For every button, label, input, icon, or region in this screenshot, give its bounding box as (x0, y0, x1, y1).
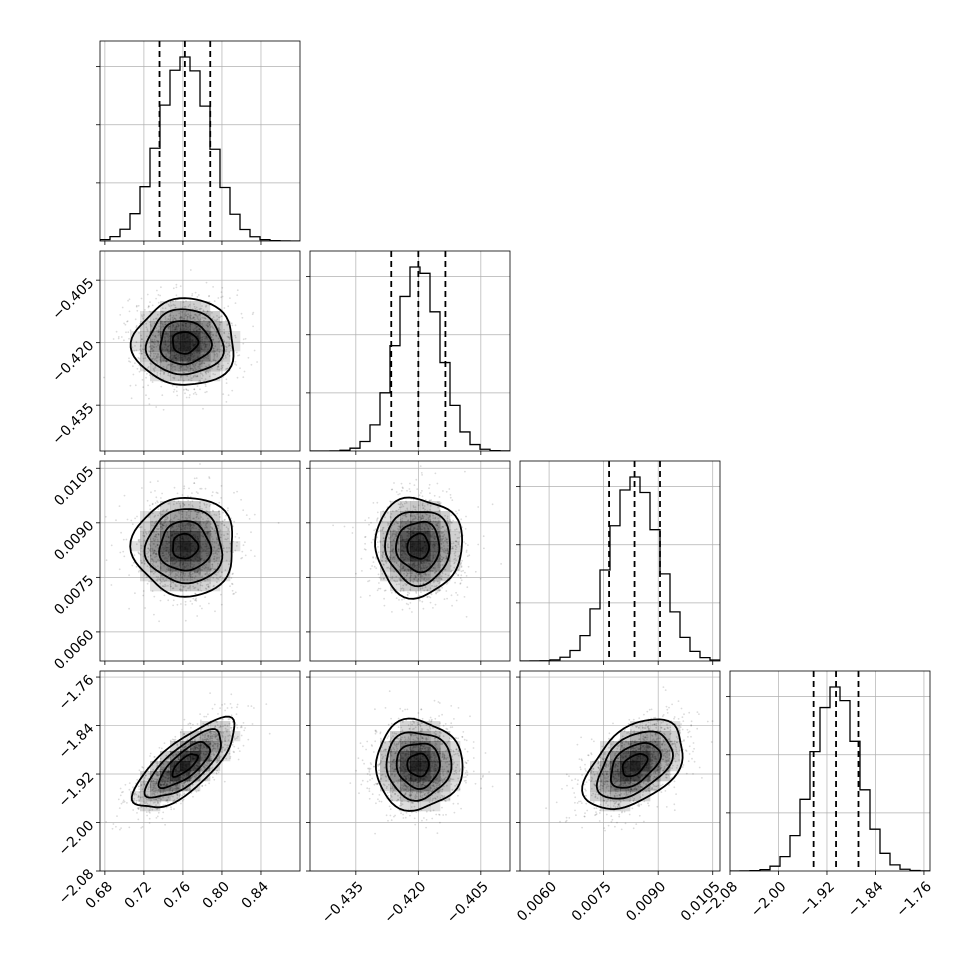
panel-1-1 (306, 250, 511, 455)
y-tick-label-p3-3: −1.84 (56, 721, 98, 763)
panel-1-0: −0.435 −0.420 −0.405 (49, 250, 301, 455)
panel-3-2-contours (581, 718, 684, 811)
panel-2-2-frame (519, 460, 721, 662)
panel-3-0-contour-0 (171, 753, 200, 778)
x-tick-label-p1-1: −0.420 (381, 879, 429, 927)
x-tick-label-p0-4: 0.84 (239, 879, 272, 912)
y-tick-label-p3-4: −1.76 (56, 672, 98, 714)
y-tick-label-p3-1: −2.00 (56, 818, 98, 860)
panel-1-0-frame (99, 250, 301, 452)
panel-0-0 (96, 40, 301, 245)
panel-2-0-contour-2 (143, 508, 224, 585)
x-tick-label-p2-0: 0.0060 (514, 879, 560, 925)
panel-2-1-frame (309, 460, 511, 662)
panel-3-1-contour-3 (374, 717, 464, 812)
x-tick-label-p0-1: 0.72 (122, 879, 155, 912)
y-tick-label-p1-1: −0.420 (49, 338, 97, 386)
panel-2-1-contour-3 (374, 496, 464, 600)
panel-3-1-contour-0 (406, 752, 430, 778)
y-tick-label-p2-2: 0.0090 (51, 518, 97, 564)
panel-3-0-frame (99, 670, 301, 872)
y-tick-label-p2-3: 0.0105 (51, 463, 97, 509)
panel-3-2-frame (519, 670, 721, 872)
panel-0-0-histogram (100, 56, 300, 241)
panel-2-2 (516, 460, 721, 665)
x-tick-label-p3-1: −2.00 (748, 879, 790, 921)
x-tick-label-p2-2: 0.0090 (623, 879, 669, 925)
x-tick-label-p1-0: −0.435 (319, 879, 367, 927)
panel-2-0-contours (129, 496, 233, 598)
panel-2-0-frame (99, 460, 301, 662)
panel-3-1-frame (309, 670, 511, 872)
panel-2-1-contour-2 (384, 511, 451, 588)
x-tick-label-p3-4: −1.76 (893, 879, 935, 921)
panel-3-0: −2.08−2.00−1.92−1.84−1.760.68 0.72 0.76 0.8… (56, 670, 301, 912)
panel-1-0-contour-0 (172, 331, 200, 355)
panel-2-1-contour-1 (394, 520, 441, 574)
panel-2-0-contour-1 (158, 520, 213, 572)
panel-3-1-contours (374, 717, 464, 812)
panel-3-2: 0.0060 0.0075 0.0090 0.0105 (514, 670, 724, 925)
panel-3-3-frame (729, 670, 931, 872)
y-tick-label-p1-0: −0.435 (49, 400, 97, 448)
panel-3-0-contour-3 (130, 715, 236, 809)
panel-1-0-contour-3 (129, 297, 235, 386)
x-tick-label-p0-2: 0.76 (161, 879, 194, 912)
panel-2-0-density (130, 501, 241, 592)
y-tick-label-p1-2: −0.405 (49, 275, 97, 323)
panel-1-0-contour-2 (144, 308, 225, 376)
panel-1-1-frame (309, 250, 511, 452)
panel-1-1-histogram (310, 266, 510, 451)
panel-3-0-contour-1 (157, 740, 212, 790)
panel-2-1-contours (374, 496, 464, 600)
panel-2-1-density (380, 501, 461, 592)
panel-3-0-contours (130, 715, 236, 809)
x-tick-label-p1-2: −0.405 (444, 879, 492, 927)
panel-2-1 (306, 460, 511, 665)
panel-1-0-contours (129, 297, 235, 386)
panel-3-2-contour-1 (609, 741, 662, 789)
panel-1-0-contour-1 (159, 320, 213, 366)
panel-2-0-contour-0 (171, 532, 200, 560)
panels: −0.435−0.420−0.4050.00600.00750.00900.01… (49, 40, 935, 927)
panel-3-1: −0.435 −0.420 −0.405 (306, 670, 511, 927)
y-tick-label-p2-0: 0.0060 (51, 627, 97, 673)
panel-2-0-contour-3 (129, 496, 233, 598)
y-tick-label-p2-1: 0.0075 (51, 572, 97, 618)
panel-3-0-contour-2 (143, 728, 222, 799)
panel-3-3-histogram (730, 686, 930, 871)
x-tick-label-p3-3: −1.84 (845, 879, 887, 921)
panel-2-0: 0.0060 0.0075 0.0090 0.0105 (51, 460, 301, 673)
panel-3-2-contour-3 (581, 718, 684, 811)
panel-3-2-contour-0 (621, 753, 649, 778)
x-tick-label-p0-3: 0.80 (200, 879, 233, 912)
x-tick-label-p3-2: −1.92 (796, 879, 838, 921)
panel-3-3: −2.08 −2.00 −1.92 −1.84 −1.76 (699, 670, 935, 921)
panel-2-1-contour-0 (406, 532, 430, 560)
y-tick-label-p3-2: −1.92 (56, 769, 98, 811)
panel-3-2-contour-2 (595, 730, 674, 800)
panel-2-2-histogram (520, 476, 720, 661)
panel-3-1-contour-1 (395, 742, 441, 790)
panel-3-1-contour-2 (385, 731, 453, 802)
panel-0-0-frame (99, 40, 301, 242)
x-tick-label-p2-1: 0.0075 (569, 879, 615, 925)
